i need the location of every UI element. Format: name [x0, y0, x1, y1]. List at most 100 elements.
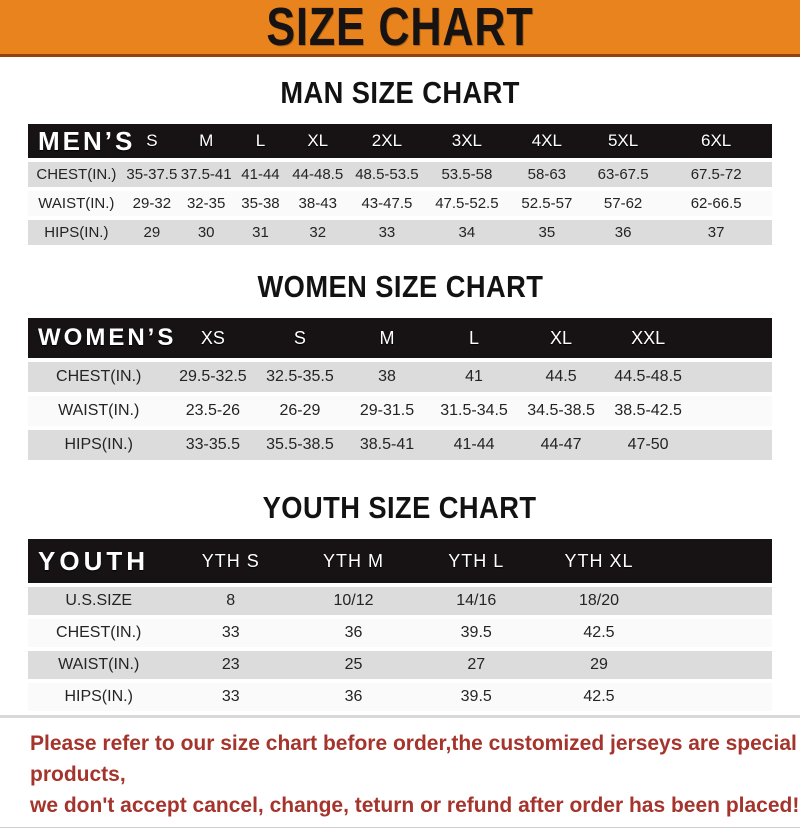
size-value-cell: 41 [430, 362, 518, 392]
table-row: CHEST(IN.) 33 36 39.5 42.5 [28, 619, 772, 647]
size-column-header: L [430, 318, 518, 358]
spacer-cell [691, 362, 772, 392]
size-value-cell: 23 [169, 651, 293, 679]
row-label: U.S.SIZE [28, 587, 170, 615]
size-value-cell: 32-35 [179, 191, 234, 216]
size-value-cell: 44-47 [517, 430, 605, 460]
size-column-header: M [179, 124, 234, 158]
size-column-header: S [256, 318, 344, 358]
notice-line-1: Please refer to our size chart before or… [30, 732, 797, 786]
size-value-cell: 35-38 [233, 191, 288, 216]
size-value-cell: 8 [169, 587, 293, 615]
size-value-cell: 44.5-48.5 [604, 362, 692, 392]
size-value-cell: 29 [537, 651, 661, 679]
table-row: HIPS(IN.) 33 36 39.5 42.5 [28, 683, 772, 711]
size-column-header: XL [517, 318, 605, 358]
women-size-table: WOMEN’S XS S M L XL XXL CHEST(IN.) 29.5-32.5 32.5… [28, 314, 772, 464]
size-value-cell: 42.5 [537, 619, 661, 647]
table-row: CHEST(IN.) 29.5-32.5 32.5-35.5 38 41 44.5 44.5… [28, 362, 772, 392]
size-value-cell: 47-50 [604, 430, 692, 460]
size-value-cell: 36 [292, 683, 415, 711]
size-value-cell: 35-37.5 [124, 162, 180, 187]
size-value-cell: 37.5-41 [179, 162, 234, 187]
row-label: CHEST(IN.) [28, 162, 125, 187]
size-value-cell: 29-32 [124, 191, 180, 216]
size-value-cell: 23.5-26 [169, 396, 257, 426]
size-value-cell: 31 [233, 220, 288, 245]
size-value-cell: 38.5-41 [343, 430, 431, 460]
size-value-cell: 48.5-53.5 [347, 162, 426, 187]
row-label: WAIST(IN.) [28, 396, 170, 426]
table-row: WAIST(IN.) 29-32 32-35 35-38 38-43 43-47.5 47.… [28, 191, 772, 216]
size-column-header: YTH S [169, 539, 293, 583]
table-row: WAIST(IN.) 23.5-26 26-29 29-31.5 31.5-34.5 34… [28, 396, 772, 426]
size-value-cell: 33-35.5 [169, 430, 257, 460]
size-value-cell: 44-48.5 [287, 162, 348, 187]
size-column-header: YTH L [414, 539, 538, 583]
size-value-cell: 44.5 [517, 362, 605, 392]
spacer-cell [660, 587, 772, 615]
size-value-cell: 38 [343, 362, 431, 392]
size-value-cell: 34 [425, 220, 508, 245]
group-label: WOMEN’S [28, 318, 173, 358]
size-value-cell: 10/12 [292, 587, 415, 615]
row-label: HIPS(IN.) [28, 220, 125, 245]
size-value-cell: 38.5-42.5 [604, 396, 692, 426]
size-value-cell: 42.5 [537, 683, 661, 711]
men-size-table: MEN’S S M L XL 2XL 3XL 4XL 5XL 6XL CHEST(IN.) 35-37… [28, 120, 772, 249]
table-header-row: MEN’S S M L XL 2XL 3XL 4XL 5XL 6XL [28, 124, 772, 158]
size-value-cell: 58-63 [507, 162, 586, 187]
size-value-cell: 39.5 [414, 619, 538, 647]
size-column-header: 6XL [660, 124, 772, 158]
table-row: HIPS(IN.) 33-35.5 35.5-38.5 38.5-41 41-44 44-… [28, 430, 772, 460]
size-value-cell: 30 [179, 220, 234, 245]
size-column-header: YTH XL [537, 539, 661, 583]
spacer-cell [691, 430, 772, 460]
youth-section-title: YOUTH SIZE CHART [263, 490, 537, 525]
size-value-cell: 14/16 [414, 587, 538, 615]
man-section-title: MAN SIZE CHART [280, 75, 520, 110]
spacer-cell [691, 396, 772, 426]
size-value-cell: 47.5-52.5 [425, 191, 508, 216]
table-row: WAIST(IN.) 23 25 27 29 [28, 651, 772, 679]
size-chart-banner: SIZE CHART [0, 0, 800, 57]
row-label: CHEST(IN.) [28, 619, 170, 647]
size-value-cell: 31.5-34.5 [430, 396, 518, 426]
size-value-cell: 38-43 [287, 191, 348, 216]
size-value-cell: 33 [169, 619, 293, 647]
size-column-header: L [233, 124, 288, 158]
size-column-header: YTH M [292, 539, 415, 583]
size-value-cell: 35.5-38.5 [256, 430, 344, 460]
size-value-cell: 36 [585, 220, 661, 245]
spacer-cell [660, 651, 772, 679]
table-header-row: WOMEN’S XS S M L XL XXL [28, 318, 772, 358]
size-column-header: 2XL [347, 124, 426, 158]
size-value-cell: 39.5 [414, 683, 538, 711]
notice-line-2: we don't accept cancel, change, teturn o… [30, 794, 800, 817]
size-value-cell: 37 [660, 220, 772, 245]
table-row: U.S.SIZE 8 10/12 14/16 18/20 [28, 587, 772, 615]
table-row: HIPS(IN.) 29 30 31 32 33 34 35 36 37 [28, 220, 772, 245]
row-label: WAIST(IN.) [28, 191, 125, 216]
size-column-header: 4XL [507, 124, 586, 158]
spacer-cell [660, 683, 772, 711]
size-value-cell: 41-44 [430, 430, 518, 460]
size-value-cell: 33 [347, 220, 426, 245]
size-value-cell: 36 [292, 619, 415, 647]
size-value-cell: 33 [169, 683, 293, 711]
size-value-cell: 34.5-38.5 [517, 396, 605, 426]
group-label: MEN’S [28, 124, 132, 158]
size-value-cell: 63-67.5 [585, 162, 661, 187]
size-value-cell: 53.5-58 [425, 162, 508, 187]
spacer-cell [660, 539, 772, 583]
size-value-cell: 62-66.5 [660, 191, 772, 216]
size-value-cell: 67.5-72 [660, 162, 772, 187]
size-value-cell: 57-62 [585, 191, 661, 216]
size-column-header: 5XL [585, 124, 661, 158]
banner-title: SIZE CHART [266, 0, 534, 57]
size-value-cell: 32.5-35.5 [256, 362, 344, 392]
spacer-cell [691, 318, 772, 358]
size-value-cell: 29.5-32.5 [169, 362, 257, 392]
size-value-cell: 26-29 [256, 396, 344, 426]
size-column-header: M [343, 318, 431, 358]
